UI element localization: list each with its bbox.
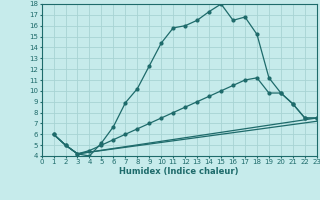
X-axis label: Humidex (Indice chaleur): Humidex (Indice chaleur): [119, 167, 239, 176]
